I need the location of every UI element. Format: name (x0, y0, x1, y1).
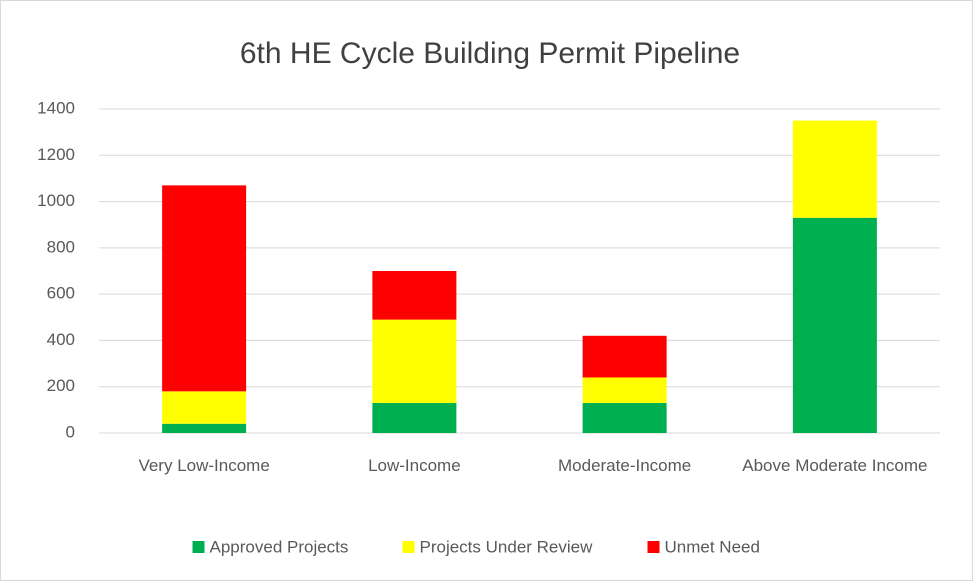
bar-segment (372, 402, 457, 433)
chart-title: 6th HE Cycle Building Permit Pipeline (240, 37, 740, 70)
y-tick-label: 0 (66, 422, 75, 441)
x-tick-label: Very Low-Income (138, 456, 270, 475)
x-tick-label: Low-Income (368, 456, 461, 475)
y-tick-label: 200 (47, 376, 75, 395)
y-tick-label: 600 (47, 284, 75, 303)
y-tick-label: 800 (47, 237, 75, 256)
legend-swatch (192, 541, 205, 553)
bar-segment (372, 319, 457, 403)
y-tick-label: 1000 (37, 191, 75, 210)
bar-segment (162, 423, 247, 433)
bar-segment (582, 402, 667, 433)
legend-label: Approved Projects (210, 537, 349, 556)
y-tick-label: 1400 (37, 98, 75, 117)
legend-label: Projects Under Review (420, 537, 594, 556)
bar-segment (582, 335, 667, 378)
bar-segment (162, 391, 247, 424)
x-tick-label: Above Moderate Income (742, 456, 928, 475)
bar-segment (162, 185, 247, 392)
bar-segment (792, 217, 877, 433)
legend-swatch (402, 541, 415, 553)
x-tick-label: Moderate-Income (558, 456, 692, 475)
bar-segment (582, 377, 667, 403)
y-tick-label: 400 (47, 330, 75, 349)
legend-swatch (647, 541, 660, 553)
y-tick-label: 1200 (37, 145, 75, 164)
bar-segment (792, 120, 877, 218)
legend-label: Unmet Need (665, 537, 760, 556)
bar-segment (372, 271, 457, 320)
